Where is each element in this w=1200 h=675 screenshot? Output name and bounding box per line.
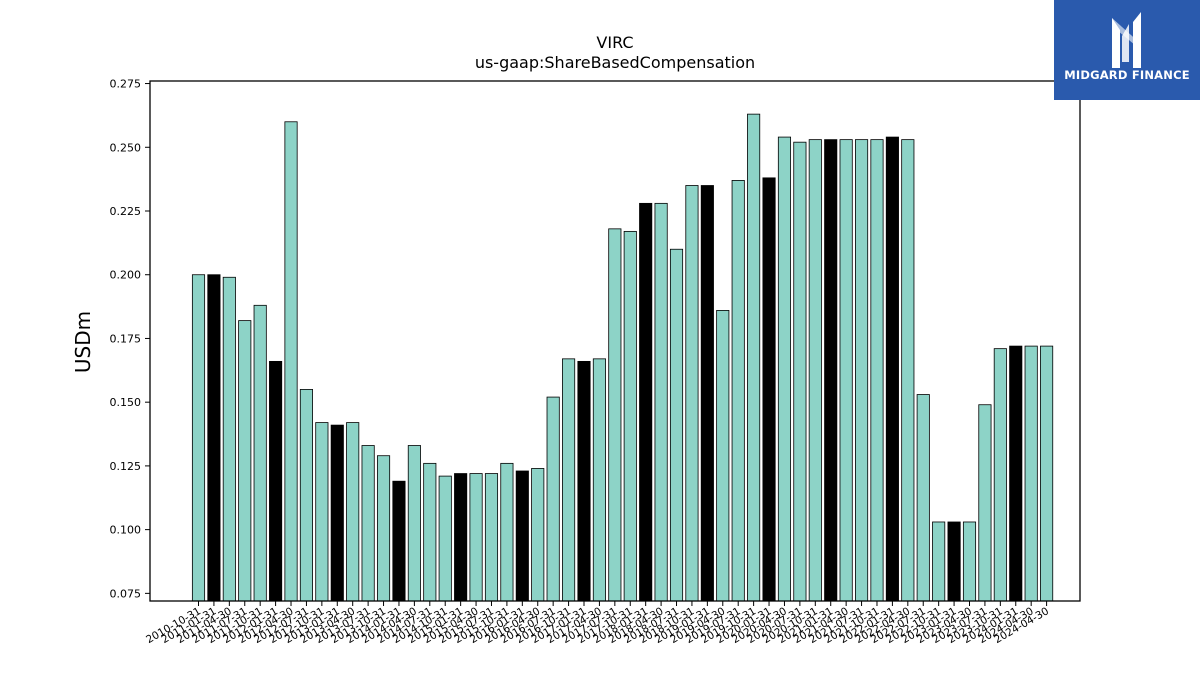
- y-tick-label: 0.175: [110, 332, 142, 345]
- midgard-finance-logo: MIDGARD FINANCE: [1054, 0, 1200, 100]
- bar: [669, 248, 684, 602]
- bar: [546, 396, 560, 602]
- bar: [454, 473, 468, 602]
- bar: [361, 445, 375, 602]
- bar: [191, 274, 206, 602]
- bar: [962, 521, 977, 602]
- bar: [700, 185, 714, 602]
- y-tick-label: 0.275: [110, 78, 142, 91]
- bar: [238, 320, 252, 602]
- bar: [654, 202, 668, 602]
- bar: [716, 310, 730, 602]
- y-tick-label: 0.225: [110, 205, 142, 218]
- bar: [392, 480, 406, 602]
- bar: [469, 473, 483, 602]
- bar: [484, 473, 499, 602]
- bar: [824, 139, 838, 602]
- bar: [376, 455, 391, 602]
- bar: [577, 360, 591, 602]
- bar: [793, 141, 807, 602]
- x-axis: 2010-10-312011-01-312011-04-302011-07-31…: [144, 601, 1051, 646]
- bar: [284, 121, 298, 602]
- bar: [330, 424, 344, 602]
- y-tick-label: 0.150: [110, 396, 142, 409]
- plot-frame: [149, 80, 1081, 602]
- y-axis-label: USDm: [71, 311, 95, 373]
- logo-mark-icon: [1112, 12, 1141, 68]
- bar: [916, 394, 930, 602]
- y-tick-label: 0.250: [110, 141, 142, 154]
- bar: [839, 139, 853, 602]
- bar: [685, 185, 699, 602]
- chart-subtitle: us-gaap:ShareBasedCompensation: [475, 53, 755, 72]
- logo-text: MIDGARD FINANCE: [1064, 68, 1190, 82]
- bar: [762, 177, 776, 602]
- bar: [407, 445, 421, 602]
- bar: [747, 113, 761, 602]
- bar: [855, 139, 869, 602]
- chart-title: VIRC: [596, 33, 633, 52]
- bar: [993, 348, 1007, 602]
- y-tick-label: 0.100: [110, 524, 142, 537]
- bar: [346, 422, 360, 602]
- bar: [438, 475, 452, 602]
- bar: [299, 389, 313, 602]
- bar: [901, 139, 915, 602]
- bar: [870, 139, 884, 602]
- y-tick-label: 0.075: [110, 587, 142, 600]
- bar: [207, 274, 221, 602]
- bar: [932, 521, 946, 602]
- bar: [253, 304, 267, 602]
- bar: [269, 360, 283, 602]
- bar: [947, 521, 961, 602]
- bar: [885, 136, 899, 602]
- y-axis: 0.075 0.100 0.125 0.150 0.175 0.200 0.225 0.250…: [110, 78, 150, 600]
- bar: [1009, 345, 1023, 602]
- bar: [222, 276, 236, 602]
- bar: [1040, 345, 1054, 602]
- bar: [592, 358, 606, 602]
- bar: [808, 139, 822, 602]
- y-tick-label: 0.200: [110, 269, 142, 282]
- bar: [777, 136, 792, 602]
- bar: [639, 202, 653, 602]
- bar: [608, 228, 622, 602]
- bar: [531, 468, 545, 602]
- bar: [515, 470, 529, 602]
- bar: [623, 230, 637, 602]
- bar: [315, 422, 329, 602]
- bar: [500, 462, 514, 602]
- bar: [978, 404, 992, 602]
- y-tick-label: 0.125: [110, 460, 142, 473]
- bar: [1024, 345, 1038, 602]
- bars-group: [191, 113, 1054, 602]
- bar: [423, 462, 437, 602]
- bar: [562, 358, 576, 602]
- bar: [731, 180, 745, 602]
